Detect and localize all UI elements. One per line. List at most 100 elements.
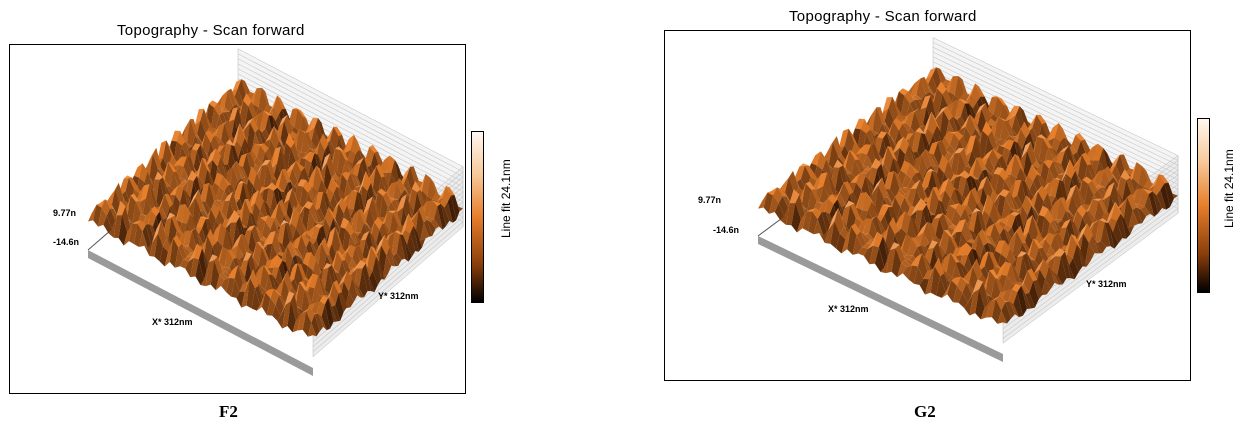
surface-cell bbox=[1004, 105, 1015, 123]
surface-cell bbox=[173, 235, 182, 248]
surface-cell bbox=[241, 152, 250, 156]
surface-cell bbox=[405, 213, 414, 234]
surface-cell bbox=[1050, 197, 1061, 221]
surface-cell bbox=[888, 96, 898, 121]
surface-cell bbox=[1034, 191, 1044, 218]
surface-cell bbox=[362, 171, 371, 191]
surface-cell bbox=[406, 194, 416, 224]
surface-cell bbox=[314, 118, 324, 145]
surface-cell bbox=[394, 159, 404, 188]
surface-cell bbox=[287, 301, 296, 333]
surface-cell bbox=[292, 107, 302, 111]
surface-cell bbox=[1025, 181, 1035, 203]
surface-cell bbox=[342, 244, 351, 257]
surface-cell bbox=[123, 175, 133, 179]
surface-cell bbox=[331, 226, 341, 257]
surface-cell bbox=[446, 186, 455, 196]
surface-cell bbox=[812, 173, 822, 192]
surface-cell bbox=[350, 173, 359, 188]
surface-cell bbox=[243, 154, 252, 181]
surface-cell bbox=[210, 260, 220, 291]
surface-cell bbox=[200, 144, 209, 166]
surface-cell bbox=[314, 275, 324, 296]
surface-cell bbox=[949, 203, 960, 210]
surface-cell bbox=[205, 260, 215, 287]
surface-cell bbox=[434, 206, 443, 230]
surface-cell bbox=[384, 232, 394, 245]
surface-cell bbox=[861, 144, 871, 155]
surface-cell bbox=[209, 183, 218, 201]
surface-cell bbox=[816, 151, 827, 170]
surface-cell bbox=[202, 201, 211, 216]
surface-cell bbox=[988, 251, 999, 267]
surface-cell bbox=[217, 256, 227, 273]
surface-cell bbox=[1088, 220, 1098, 232]
surface-cell bbox=[1099, 148, 1109, 174]
surface-cell bbox=[925, 149, 936, 166]
surface-cell bbox=[906, 257, 917, 268]
surface-cell bbox=[928, 142, 938, 158]
surface-cell bbox=[365, 207, 375, 230]
surface-cell bbox=[376, 256, 385, 280]
surface-cell bbox=[1022, 215, 1033, 238]
surface-cell bbox=[990, 223, 1000, 246]
surface-cell bbox=[330, 282, 339, 306]
surface-cell bbox=[823, 172, 833, 196]
surface-cell bbox=[280, 278, 290, 303]
surface-cell bbox=[1057, 162, 1067, 177]
figure-caption: F2 bbox=[219, 402, 238, 421]
surface-cell bbox=[925, 266, 935, 295]
surface-cell bbox=[214, 172, 223, 187]
surface-cell bbox=[886, 189, 896, 203]
surface-cell bbox=[287, 240, 296, 258]
surface-cell bbox=[963, 266, 973, 284]
surface-cell bbox=[965, 219, 976, 245]
surface-cell bbox=[215, 275, 225, 291]
surface-cell bbox=[1017, 251, 1027, 258]
surface-cell bbox=[260, 111, 269, 131]
surface-cell bbox=[1088, 199, 1099, 218]
surface-cell bbox=[186, 213, 196, 233]
surface-cell bbox=[976, 157, 987, 171]
surface-cell bbox=[897, 262, 907, 278]
surface-cell bbox=[149, 184, 158, 210]
surface-cell bbox=[997, 97, 1007, 106]
surface-cell bbox=[326, 226, 336, 251]
surface-cell bbox=[103, 215, 112, 234]
surface-cell bbox=[767, 187, 778, 196]
surface-cell bbox=[898, 123, 909, 143]
surface-cell bbox=[297, 152, 307, 159]
surface-cell bbox=[309, 240, 319, 256]
surface-cell bbox=[1023, 270, 1034, 293]
surface-cell bbox=[355, 283, 365, 298]
surface-cell bbox=[844, 128, 855, 156]
surface-cell bbox=[212, 223, 221, 243]
surface-cell bbox=[1071, 234, 1081, 251]
surface-cell bbox=[1003, 228, 1014, 244]
surface-cell bbox=[1045, 266, 1055, 289]
surface-cell bbox=[908, 91, 918, 101]
surface-cell bbox=[900, 160, 910, 175]
surface-cell bbox=[381, 155, 390, 173]
surface-cell bbox=[284, 187, 293, 204]
surface-cell bbox=[1011, 115, 1022, 136]
surface-cell bbox=[299, 281, 308, 292]
surface-cell bbox=[425, 217, 434, 223]
surface-cell bbox=[394, 230, 404, 236]
surface-cell bbox=[961, 219, 972, 242]
surface-cell bbox=[222, 229, 232, 253]
surface-cell bbox=[321, 153, 330, 171]
surface-cell bbox=[1138, 166, 1148, 187]
surface-cell bbox=[817, 172, 828, 189]
z-min-label: -14.6n bbox=[713, 225, 739, 235]
surface-cell bbox=[902, 234, 912, 255]
surface-cell bbox=[222, 175, 232, 186]
surface-cell bbox=[1046, 245, 1057, 256]
surface-cell bbox=[221, 107, 230, 112]
surface-cell bbox=[304, 273, 313, 293]
surface-cell bbox=[154, 233, 163, 262]
surface-cell bbox=[186, 119, 196, 147]
surface-cell bbox=[973, 118, 984, 139]
surface-cell bbox=[173, 171, 182, 187]
surface-cell bbox=[952, 285, 963, 303]
